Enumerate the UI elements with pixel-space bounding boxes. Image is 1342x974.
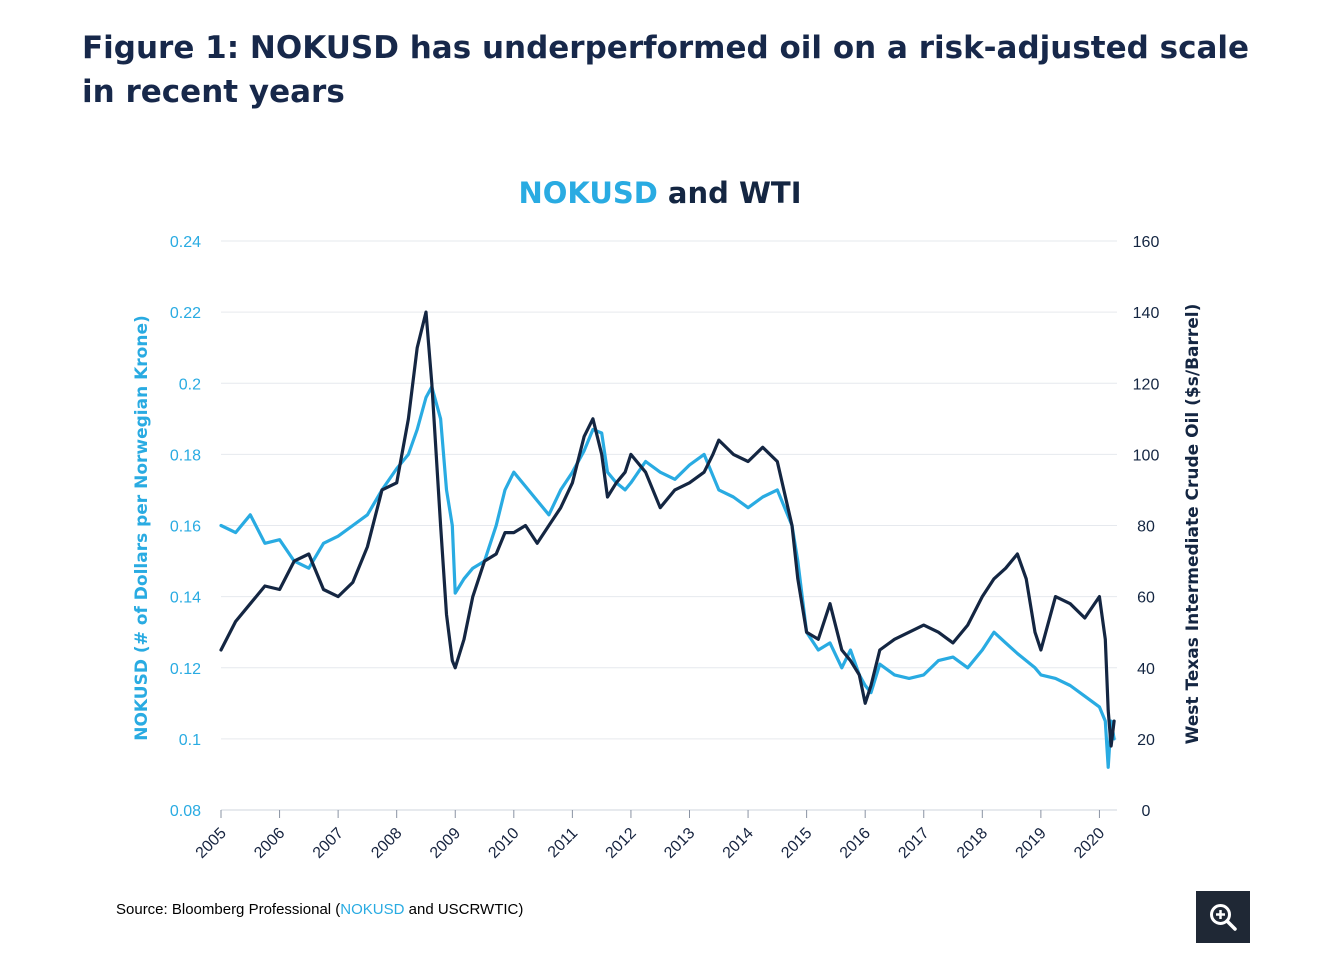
x-tick-label: 2019 bbox=[1013, 825, 1050, 862]
x-tick-label: 2015 bbox=[778, 825, 815, 862]
gridlines bbox=[221, 240, 1117, 811]
x-tick-label: 2014 bbox=[720, 825, 757, 862]
right-tick-label: 80 bbox=[1137, 519, 1155, 536]
figure-title: Figure 1: NOKUSD has underperformed oil … bbox=[82, 30, 1250, 110]
x-tick-label: 2011 bbox=[545, 825, 581, 861]
source-prefix: Source: Bloomberg Professional ( bbox=[116, 901, 340, 918]
x-tick-label: 2010 bbox=[485, 825, 522, 862]
x-tick-label: 2012 bbox=[603, 825, 640, 862]
chart-title-wti: and WTI bbox=[668, 176, 802, 210]
left-axis-label: NOKUSD (# of Dollars per Norwegian Krone… bbox=[132, 315, 152, 741]
right-tick-label: 60 bbox=[1137, 590, 1155, 607]
chart-title: NOKUSD and WTI bbox=[518, 176, 801, 210]
wti-line bbox=[219, 310, 1116, 748]
source-suffix: and USCRWTIC) bbox=[404, 901, 523, 918]
source-note: Source: Bloomberg Professional (NOKUSD a… bbox=[116, 901, 523, 918]
left-tick-label: 0.2 bbox=[179, 376, 201, 393]
series-lines bbox=[219, 310, 1116, 769]
chart-title-nokusd: NOKUSD bbox=[518, 176, 657, 210]
x-tick-label: 2018 bbox=[954, 825, 991, 862]
right-tick-label: 20 bbox=[1137, 732, 1155, 749]
x-tick-label: 2005 bbox=[193, 825, 230, 862]
left-tick-label: 0.22 bbox=[170, 305, 201, 322]
right-axis-label: West Texas Intermediate Crude Oil ($s/Ba… bbox=[1183, 304, 1203, 745]
x-tick-label: 2013 bbox=[661, 825, 698, 862]
right-tick-label: 120 bbox=[1133, 376, 1160, 393]
right-tick-label: 140 bbox=[1133, 305, 1160, 322]
x-tick-label: 2016 bbox=[837, 825, 874, 862]
left-tick-label: 0.08 bbox=[170, 803, 201, 820]
x-tick-label: 2008 bbox=[368, 825, 405, 862]
right-y-axis: 0 20 40 60 80 100 120 140 160 bbox=[1133, 234, 1160, 820]
x-tick-label: 2020 bbox=[1071, 825, 1108, 862]
left-tick-label: 0.16 bbox=[170, 519, 201, 536]
x-tick-label: 2017 bbox=[895, 825, 932, 862]
left-tick-label: 0.14 bbox=[170, 590, 201, 607]
right-tick-label: 160 bbox=[1133, 234, 1160, 251]
left-tick-label: 0.12 bbox=[170, 661, 201, 678]
left-tick-label: 0.18 bbox=[170, 447, 201, 464]
zoom-in-icon bbox=[1210, 904, 1237, 931]
left-tick-label: 0.24 bbox=[170, 234, 201, 251]
right-tick-label: 0 bbox=[1142, 803, 1151, 820]
right-tick-label: 100 bbox=[1133, 447, 1160, 464]
x-tick-label: 2009 bbox=[427, 825, 464, 862]
left-tick-label: 0.1 bbox=[179, 732, 201, 749]
x-tick-label: 2007 bbox=[310, 825, 347, 862]
source-nokusd: NOKUSD bbox=[340, 901, 404, 918]
x-axis: 2005 2006 2007 2008 2009 2010 2011 2012 2013 2014… bbox=[193, 810, 1108, 862]
zoom-button[interactable] bbox=[1196, 891, 1250, 943]
left-y-axis: 0.08 0.1 0.12 0.14 0.16 0.18 0.2 0.22 0.24 bbox=[170, 234, 201, 820]
nokusd-line bbox=[219, 385, 1116, 769]
x-tick-label: 2006 bbox=[251, 825, 288, 862]
right-tick-label: 40 bbox=[1137, 661, 1155, 678]
